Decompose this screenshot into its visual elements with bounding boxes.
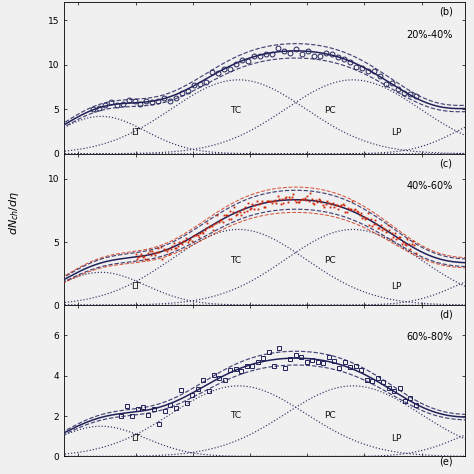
Text: 20%-40%: 20%-40% <box>406 29 453 40</box>
Text: LP: LP <box>391 434 401 443</box>
Text: TC: TC <box>230 410 241 419</box>
Text: (d): (d) <box>439 310 453 319</box>
Text: PC: PC <box>324 410 336 419</box>
Text: TC: TC <box>230 106 241 115</box>
Text: 40%-60%: 40%-60% <box>406 181 453 191</box>
Text: LT: LT <box>131 434 140 443</box>
Text: (b): (b) <box>438 7 453 17</box>
Text: (c): (c) <box>439 158 453 168</box>
Text: $dN_{ch}/d\eta$: $dN_{ch}/d\eta$ <box>7 191 21 236</box>
Text: PC: PC <box>324 256 336 265</box>
Text: (e): (e) <box>439 456 453 466</box>
Text: LT: LT <box>131 128 140 137</box>
Text: 60%-80%: 60%-80% <box>406 332 453 342</box>
Text: TC: TC <box>230 256 241 265</box>
Text: PC: PC <box>324 106 336 115</box>
Text: LP: LP <box>391 282 401 291</box>
Text: LP: LP <box>391 128 401 137</box>
Text: LT: LT <box>131 282 140 291</box>
